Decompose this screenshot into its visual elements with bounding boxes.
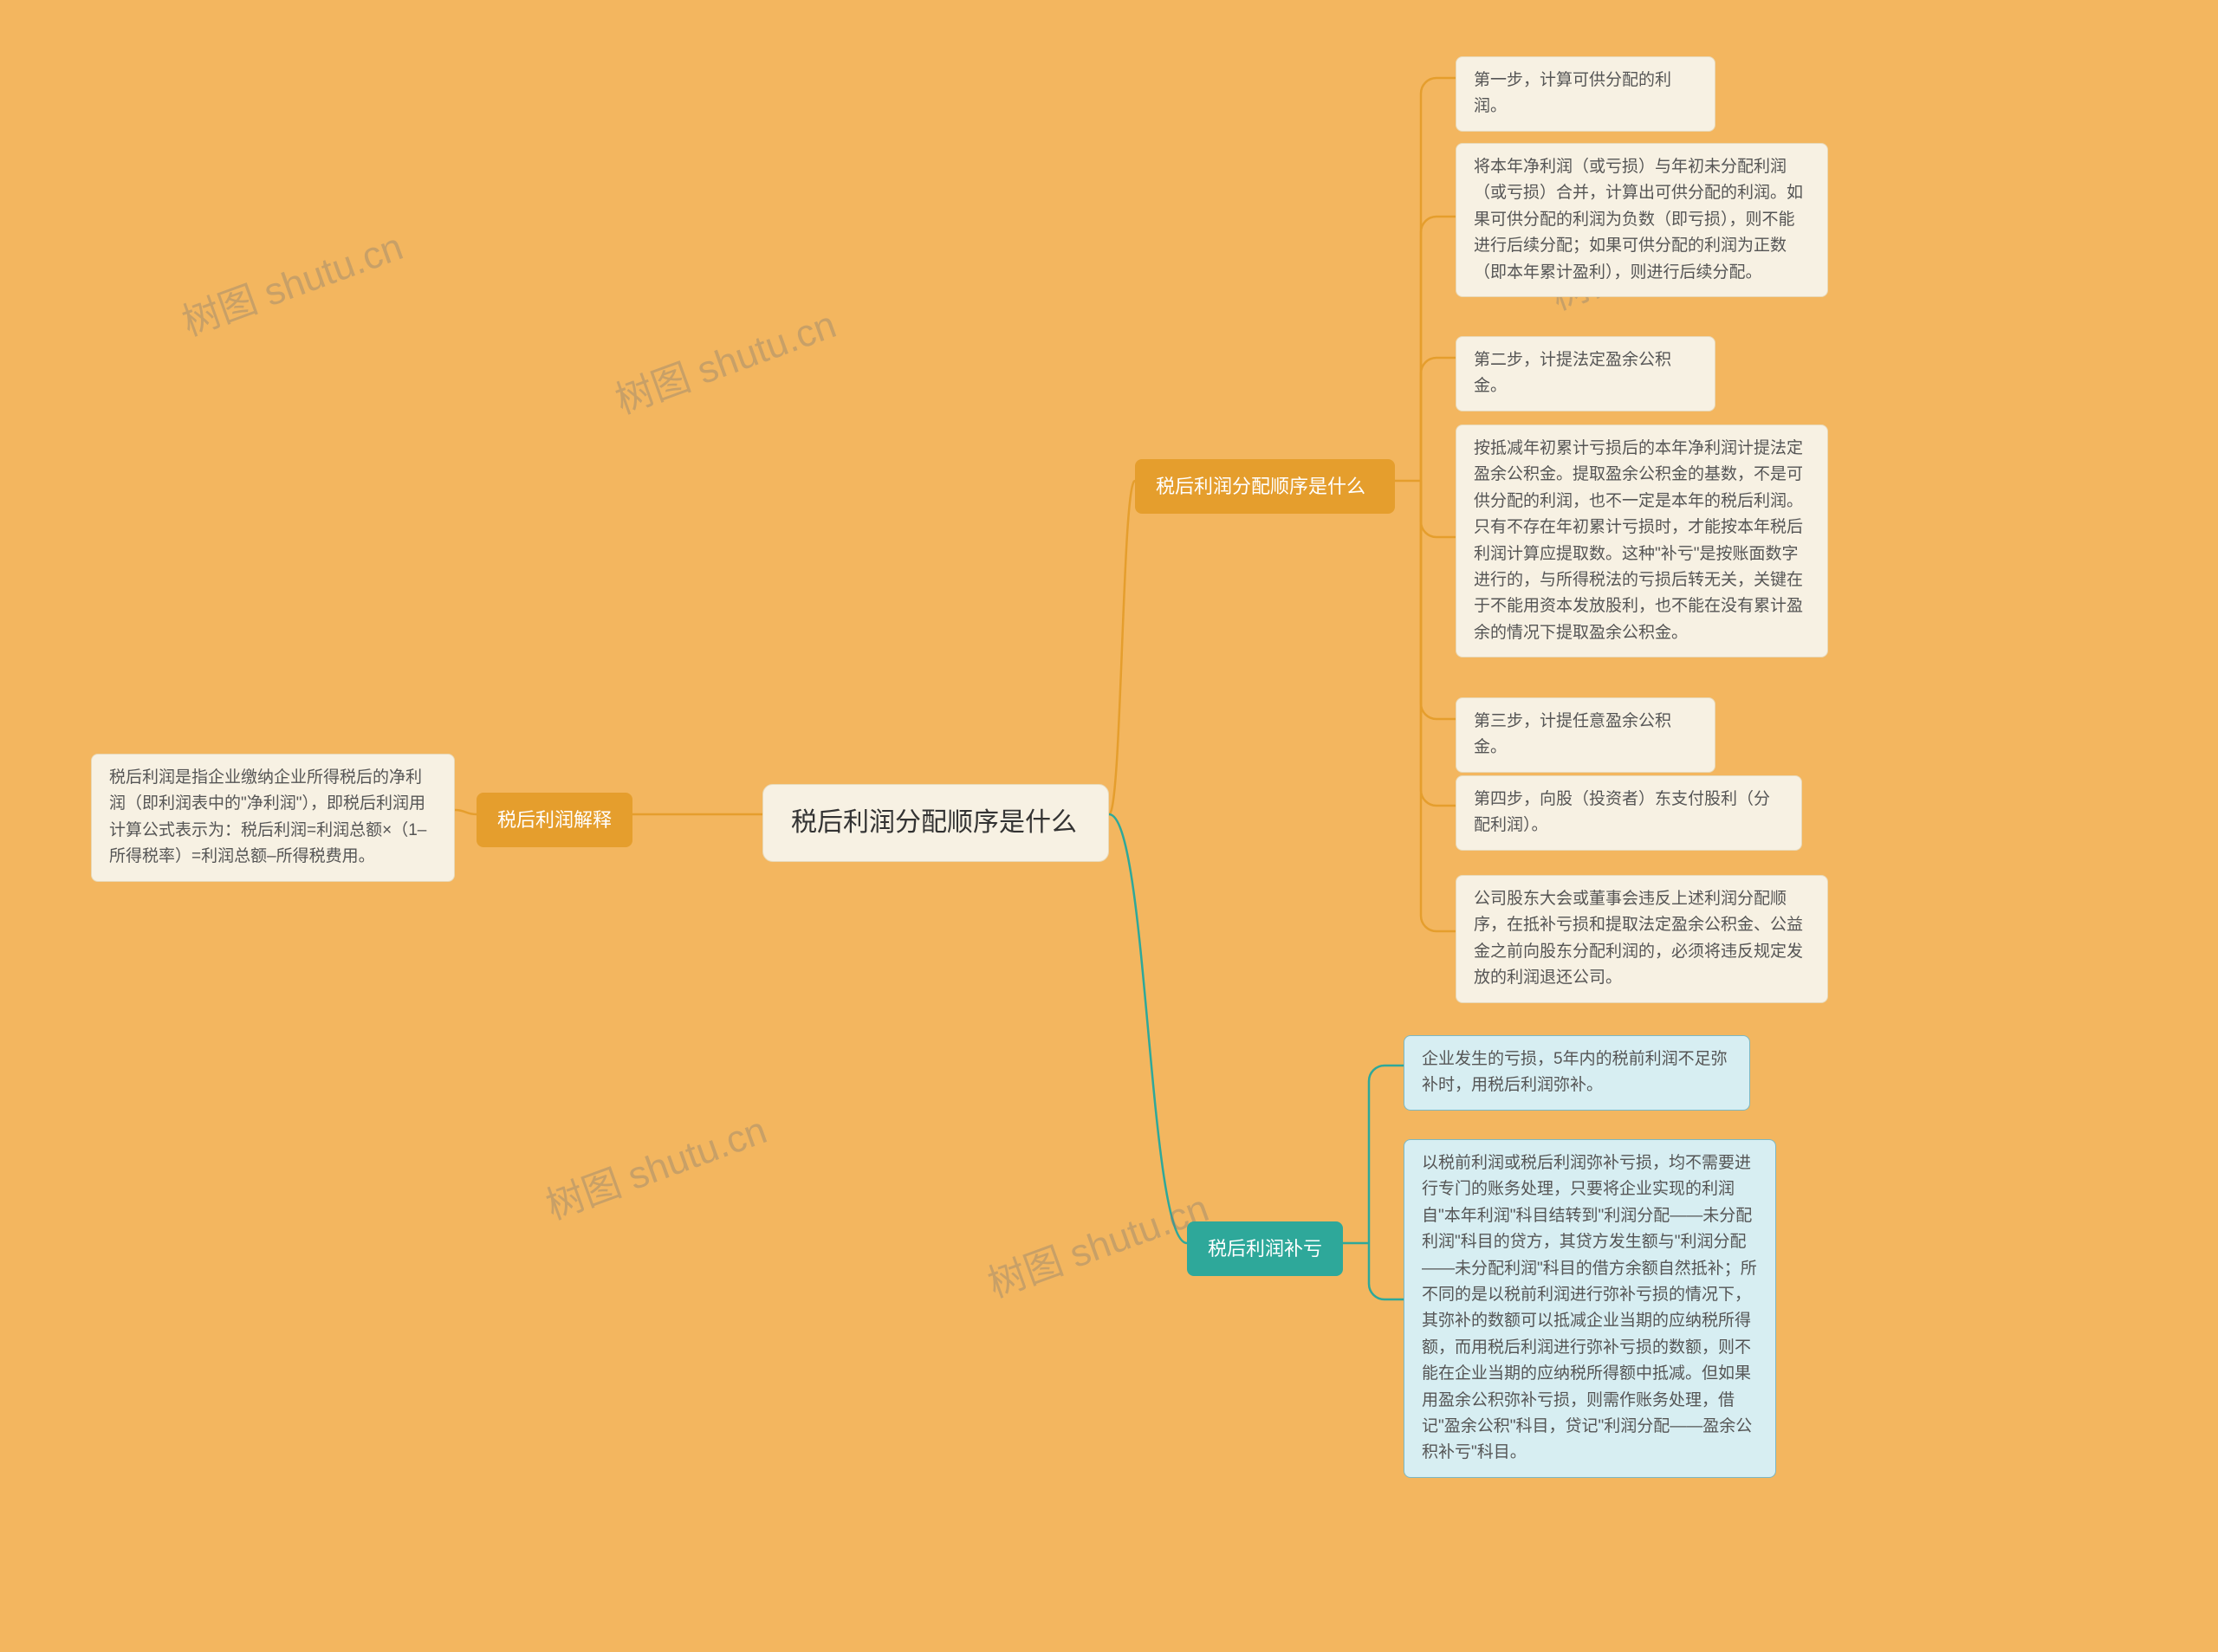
leaf-node: 第二步，计提法定盈余公积金。 (1456, 336, 1715, 411)
leaf-node: 企业发生的亏损，5年内的税前利润不足弥补时，用税后利润弥补。 (1404, 1035, 1750, 1111)
branch-node: 税后利润解释 (477, 793, 632, 847)
center-node: 税后利润分配顺序是什么 (762, 784, 1109, 862)
watermark: 树图 shutu.cn (537, 1099, 773, 1230)
branch-node: 税后利润补亏 (1187, 1221, 1343, 1276)
leaf-node: 第一步，计算可供分配的利润。 (1456, 56, 1715, 132)
leaf-node: 第三步，计提任意盈余公积金。 (1456, 697, 1715, 773)
watermark: 树图 shutu.cn (979, 1177, 1215, 1308)
leaf-node: 第四步，向股（投资者）东支付股利（分配利润）。 (1456, 775, 1802, 851)
leaf-node: 公司股东大会或董事会违反上述利润分配顺序，在抵补亏损和提取法定盈余公积金、公益金… (1456, 875, 1828, 1003)
leaf-node: 将本年净利润（或亏损）与年初未分配利润（或亏损）合并，计算出可供分配的利润。如果… (1456, 143, 1828, 297)
leaf-node: 按抵减年初累计亏损后的本年净利润计提法定盈余公积金。提取盈余公积金的基数，不是可… (1456, 424, 1828, 658)
mindmap-canvas: 树图 shutu.cn 树图 shutu.cn 树图 shutu.cn 树图 shut… (0, 0, 2218, 1652)
leaf-node: 以税前利润或税后利润弥补亏损，均不需要进行专门的账务处理，只要将企业实现的利润自… (1404, 1139, 1776, 1478)
watermark: 树图 shutu.cn (173, 216, 409, 347)
leaf-node: 税后利润是指企业缴纳企业所得税后的净利润（即利润表中的"净利润"），即税后利润用… (91, 754, 455, 882)
watermark: 树图 shutu.cn (606, 294, 842, 424)
branch-node: 税后利润分配顺序是什么 (1135, 459, 1395, 514)
